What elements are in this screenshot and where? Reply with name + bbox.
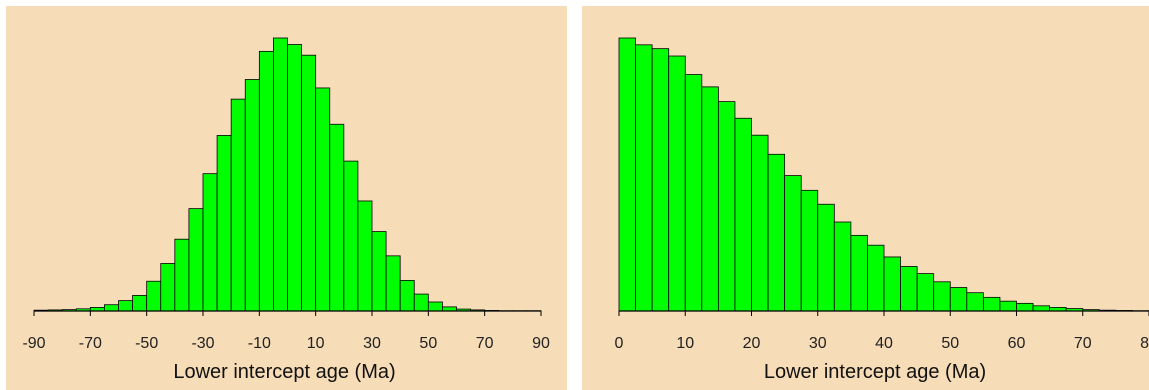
- histogram-left-bar: [413, 293, 429, 312]
- histogram-right-bar: [767, 153, 786, 312]
- histogram-left-bar: [287, 44, 302, 312]
- histogram-left-bar: [273, 37, 288, 312]
- histogram-left-tick-label: -10: [248, 335, 271, 352]
- histogram-right-bar: [800, 189, 819, 312]
- histogram-right-bar: [933, 281, 951, 312]
- histogram-left-bar: [427, 301, 443, 312]
- histogram-left-bar: [385, 255, 401, 312]
- histogram-left-bar: [104, 304, 119, 312]
- histogram-left-bars: [33, 37, 542, 312]
- histogram-right-chart: 0 10 20 30 40 50 60 70 80 Lower intercept age (M…: [615, 37, 1149, 383]
- histogram-right-bar: [817, 203, 835, 312]
- histogram-right-tick-label: 10: [676, 335, 694, 352]
- histogram-left-bar: [174, 238, 190, 312]
- histogram-left-tick-label: 70: [476, 335, 494, 352]
- histogram-left-bar: [202, 173, 218, 312]
- histogram-left-bar: [301, 54, 317, 312]
- histogram-right-bar: [883, 256, 901, 312]
- histogram-right-bars: [618, 37, 1149, 312]
- histogram-left-bar: [343, 160, 359, 312]
- histogram-right-bar: [850, 234, 868, 312]
- histogram-left-bar: [357, 200, 373, 312]
- histogram-left-tick-label: 90: [532, 335, 550, 352]
- histogram-left-tick-label: 30: [363, 335, 381, 352]
- histogram-right-bar: [684, 74, 703, 312]
- histogram-right-bar: [701, 86, 719, 312]
- histogram-right-bar: [949, 287, 968, 312]
- histogram-right-x-ticks: 0 10 20 30 40 50 60 70 80: [615, 311, 1149, 352]
- histogram-right-bar: [1016, 302, 1034, 312]
- histogram-right-bar: [651, 48, 670, 312]
- histogram-right-tick-label: 70: [1074, 335, 1092, 352]
- histogram-left-bar: [146, 280, 162, 312]
- histogram-right-tick-label: 30: [809, 335, 827, 352]
- histogram-left-bar: [216, 135, 232, 312]
- histogram-right-bar: [982, 296, 1001, 312]
- histogram-left-bar: [132, 295, 148, 312]
- histogram-right-bar: [618, 37, 636, 312]
- histogram-right-bar: [1032, 305, 1051, 312]
- histogram-right-bar: [751, 134, 769, 312]
- histogram-left-bar: [258, 50, 274, 312]
- histogram-right-bar: [734, 117, 752, 312]
- histogram-left-bar: [188, 208, 204, 312]
- histogram-left-tick-label: -70: [79, 335, 102, 352]
- histogram-left-tick-label: -50: [135, 335, 158, 352]
- histogram-right-bar: [966, 292, 984, 312]
- histogram-right-tick-label: 50: [941, 335, 959, 352]
- histogram-left-tick-label: -30: [191, 335, 214, 352]
- histogram-panel-right: 0 10 20 30 40 50 60 70 80 Lower intercept age (M…: [582, 6, 1149, 390]
- histogram-left-tick-label: -90: [22, 335, 45, 352]
- histogram-left-bar: [442, 306, 457, 312]
- histogram-panel-left: -90 -70 -50 -30 -10 10 30 50 70 90 Lower intercep…: [6, 6, 567, 390]
- histogram-right-tick-label: 40: [875, 335, 893, 352]
- histogram-left-chart: -90 -70 -50 -30 -10 10 30 50 70 90 Lower intercep…: [22, 37, 550, 383]
- histogram-left-bar: [371, 231, 387, 312]
- histogram-left-tick-label: 50: [419, 335, 437, 352]
- histogram-left-tick-label: 10: [307, 335, 325, 352]
- histogram-left-bar: [118, 300, 133, 312]
- histogram-right-bar: [635, 44, 653, 312]
- histogram-left-x-ticks: -90 -70 -50 -30 -10 10 30 50 70 90: [22, 311, 550, 352]
- histogram-right-tick-label: 80: [1140, 335, 1149, 352]
- histogram-right-bar: [916, 273, 935, 312]
- histogram-right-bar: [833, 221, 852, 312]
- histogram-right-tick-label: 60: [1008, 335, 1026, 352]
- histogram-right-x-axis-title: Lower intercept age (Ma): [764, 361, 986, 383]
- histogram-left-bar: [399, 280, 415, 312]
- histogram-left-bar: [230, 98, 246, 312]
- histogram-right-tick-label: 0: [615, 335, 624, 352]
- histogram-left-x-axis-title: Lower intercept age (Ma): [173, 361, 395, 383]
- histogram-left-bar: [329, 123, 345, 312]
- histogram-right-bar: [999, 300, 1017, 312]
- histogram-left-bar: [315, 87, 331, 312]
- histogram-right-bar: [668, 55, 686, 312]
- histogram-left-bar: [160, 263, 176, 312]
- histogram-left-bar: [244, 79, 260, 312]
- histogram-right-tick-label: 20: [743, 335, 761, 352]
- histogram-right-bar: [717, 101, 736, 312]
- histogram-right-bar: [900, 266, 918, 312]
- histogram-right-bar: [867, 244, 885, 312]
- histogram-right-bar: [784, 175, 802, 312]
